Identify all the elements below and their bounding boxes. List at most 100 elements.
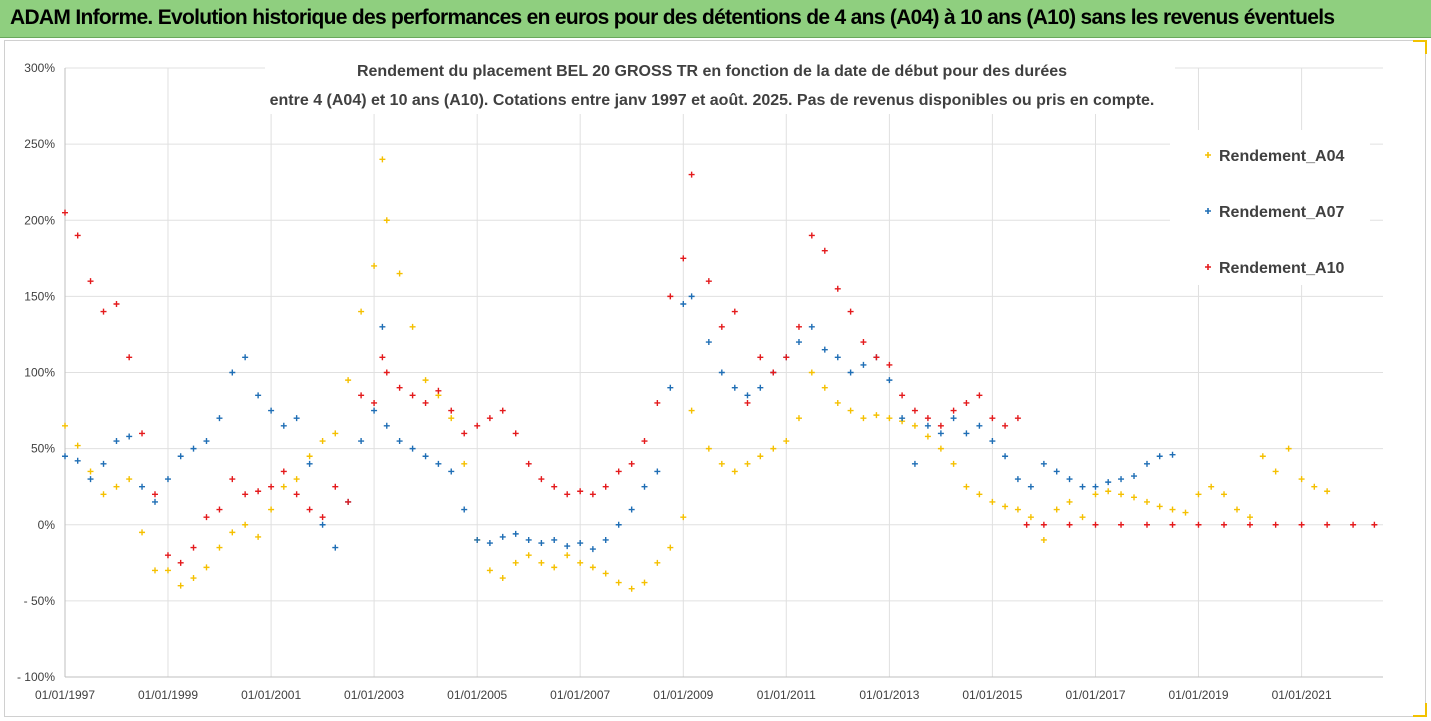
x-tick-label: 01/01/1999 <box>138 688 198 702</box>
point-rendement-a04 <box>139 529 146 536</box>
point-rendement-a04 <box>1311 483 1318 490</box>
point-rendement-a10 <box>924 415 931 422</box>
point-rendement-a07 <box>499 533 506 540</box>
point-rendement-a04 <box>100 491 107 498</box>
point-rendement-a10 <box>1350 521 1357 528</box>
point-rendement-a07 <box>152 498 159 505</box>
point-rendement-a07 <box>126 433 133 440</box>
x-tick-label: 01/01/2015 <box>962 688 1022 702</box>
resize-handle-bottom-right[interactable] <box>1413 703 1427 717</box>
point-rendement-a07 <box>1105 479 1112 486</box>
point-rendement-a07 <box>705 339 712 346</box>
point-rendement-a07 <box>577 540 584 547</box>
point-rendement-a04 <box>731 468 738 475</box>
legend-marker <box>1205 208 1211 214</box>
chart-title-line-1: Rendement du placement BEL 20 GROSS TR e… <box>357 63 1067 80</box>
point-rendement-a04 <box>873 412 880 419</box>
point-rendement-a10 <box>847 308 854 315</box>
legend-label: Rendement_A07 <box>1219 204 1344 221</box>
point-rendement-a04 <box>1195 491 1202 498</box>
point-rendement-a04 <box>551 564 558 571</box>
point-rendement-a07 <box>564 543 571 550</box>
point-rendement-a10 <box>512 430 519 437</box>
point-rendement-a07 <box>74 457 81 464</box>
point-rendement-a04 <box>280 483 287 490</box>
point-rendement-a10 <box>757 354 764 361</box>
point-rendement-a10 <box>680 255 687 262</box>
point-rendement-a07 <box>461 506 468 513</box>
y-tick-label: 50% <box>31 442 55 456</box>
point-rendement-a10 <box>641 438 648 445</box>
point-rendement-a04 <box>963 483 970 490</box>
point-rendement-a04 <box>718 460 725 467</box>
chart-title-line-2: entre 4 (A04) et 10 ans (A10). Cotations… <box>270 92 1155 109</box>
point-rendement-a04 <box>1285 445 1292 452</box>
point-rendement-a04 <box>164 567 171 574</box>
point-rendement-a04 <box>1169 506 1176 513</box>
point-rendement-a07 <box>242 354 249 361</box>
point-rendement-a04 <box>924 433 931 440</box>
data-points <box>62 156 1378 592</box>
point-rendement-a04 <box>1182 509 1189 516</box>
point-rendement-a07 <box>255 392 262 399</box>
point-rendement-a10 <box>654 399 661 406</box>
legend-background <box>1170 130 1370 285</box>
legend-marker <box>1205 264 1211 270</box>
point-rendement-a10 <box>74 232 81 239</box>
point-rendement-a04 <box>358 308 365 315</box>
point-rendement-a04 <box>306 453 313 460</box>
point-rendement-a10 <box>860 339 867 346</box>
point-rendement-a07 <box>280 422 287 429</box>
point-rendement-a10 <box>551 483 558 490</box>
point-rendement-a04 <box>1221 491 1228 498</box>
resize-handle-top-right[interactable] <box>1413 40 1427 54</box>
point-rendement-a04 <box>860 415 867 422</box>
point-rendement-a04 <box>268 506 275 513</box>
point-rendement-a07 <box>203 438 210 445</box>
point-rendement-a07 <box>886 377 893 384</box>
point-rendement-a04 <box>461 460 468 467</box>
point-rendement-a07 <box>1040 460 1047 467</box>
point-rendement-a10 <box>113 300 120 307</box>
point-rendement-a04 <box>628 585 635 592</box>
point-rendement-a10 <box>1272 521 1279 528</box>
point-rendement-a04 <box>486 567 493 574</box>
point-rendement-a07 <box>164 476 171 483</box>
point-rendement-a04 <box>1131 494 1138 501</box>
point-rendement-a07 <box>1169 451 1176 458</box>
chart-frame <box>4 40 1426 717</box>
point-rendement-a10 <box>808 232 815 239</box>
point-rendement-a10 <box>358 392 365 399</box>
point-rendement-a07 <box>113 438 120 445</box>
point-rendement-a10 <box>1324 521 1331 528</box>
point-rendement-a04 <box>808 369 815 376</box>
point-rendement-a10 <box>1143 521 1150 528</box>
point-rendement-a07 <box>87 476 94 483</box>
point-rendement-a07 <box>950 415 957 422</box>
point-rendement-a04 <box>1014 506 1021 513</box>
point-rendement-a07 <box>641 483 648 490</box>
point-rendement-a04 <box>834 399 841 406</box>
point-rendement-a04 <box>821 384 828 391</box>
point-rendement-a04 <box>383 217 390 224</box>
point-rendement-a07 <box>486 540 493 547</box>
point-rendement-a10 <box>899 392 906 399</box>
point-rendement-a07 <box>976 422 983 429</box>
point-rendement-a04 <box>886 415 893 422</box>
point-rendement-a07 <box>319 521 326 528</box>
point-rendement-a10 <box>379 354 386 361</box>
point-rendement-a10 <box>435 387 442 394</box>
point-rendement-a04 <box>1246 514 1253 521</box>
point-rendement-a10 <box>886 361 893 368</box>
point-rendement-a04 <box>688 407 695 414</box>
point-rendement-a07 <box>1014 476 1021 483</box>
point-rendement-a04 <box>1092 491 1099 498</box>
point-rendement-a07 <box>1079 483 1086 490</box>
point-rendement-a07 <box>589 546 596 553</box>
point-rendement-a04 <box>795 415 802 422</box>
legend-label: Rendement_A10 <box>1219 260 1344 277</box>
point-rendement-a07 <box>216 415 223 422</box>
point-rendement-a10 <box>461 430 468 437</box>
point-rendement-a04 <box>512 559 519 566</box>
point-rendement-a10 <box>332 483 339 490</box>
